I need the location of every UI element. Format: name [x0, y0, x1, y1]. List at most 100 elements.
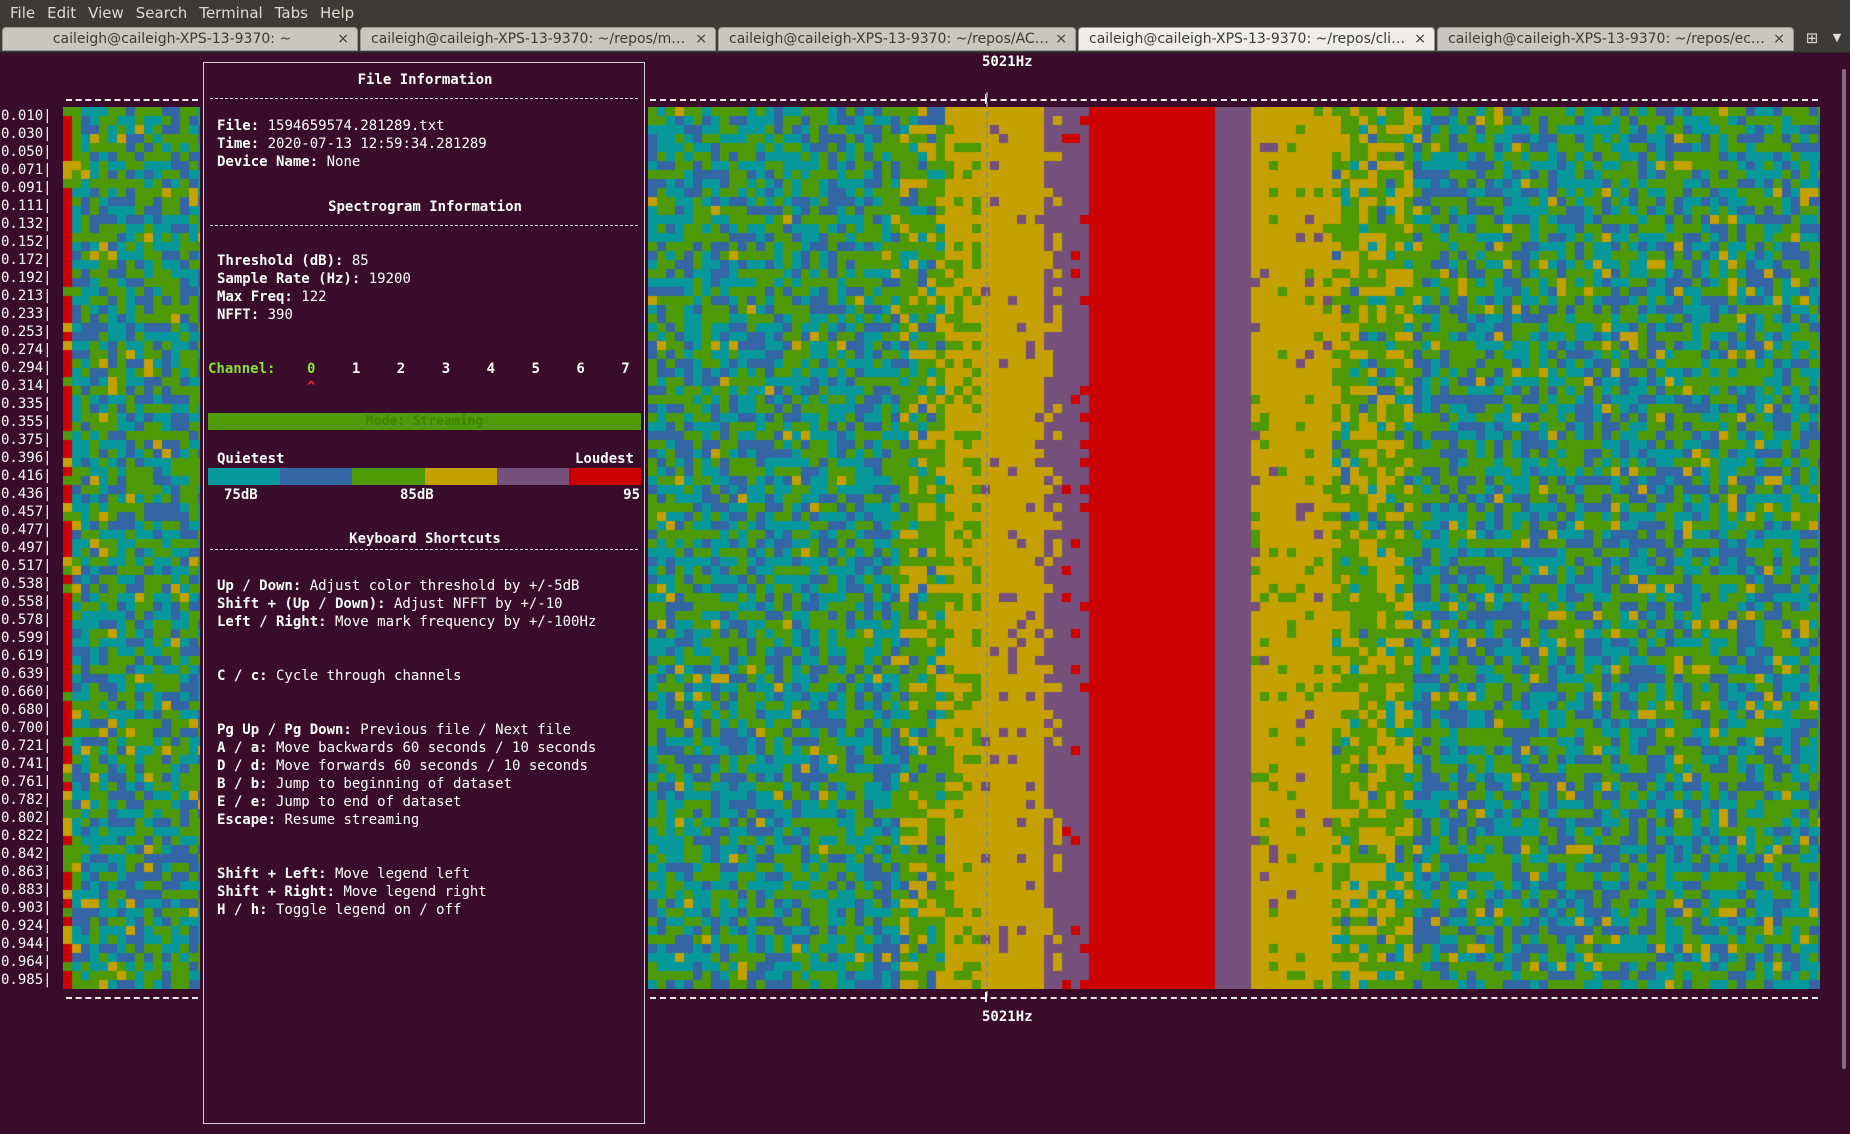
new-tab-icon[interactable]: ⊞: [1805, 29, 1819, 47]
close-icon[interactable]: ×: [695, 31, 707, 47]
menu-view[interactable]: View: [88, 3, 124, 22]
menu-help[interactable]: Help: [319, 3, 355, 22]
spectrogram-main: [648, 107, 1820, 989]
time-label: 0.274|: [1, 342, 52, 358]
time-label: 0.924|: [1, 918, 52, 934]
menu-bar: File Edit View Search Terminal Tabs Help: [0, 0, 1850, 25]
time-label: 0.172|: [1, 252, 52, 268]
close-icon[interactable]: ×: [1773, 31, 1785, 47]
shortcut-key: A / a:: [217, 740, 268, 756]
menu-file[interactable]: File: [10, 3, 36, 22]
time-label: 0.578|: [1, 612, 52, 628]
menu-search[interactable]: Search: [135, 3, 188, 22]
file-value: 1594659574.281289.txt: [259, 118, 445, 134]
time-label: 0.132|: [1, 216, 52, 232]
time-label: 0.863|: [1, 864, 52, 880]
shortcut-row: B / b: Jump to beginning of dataset: [217, 775, 512, 793]
terminal-scrollbar[interactable]: [1838, 53, 1850, 1134]
shortcut-desc: Move legend left: [326, 866, 470, 882]
time-label: 0.619|: [1, 648, 52, 664]
time-label: 0.253|: [1, 324, 52, 340]
channel-3[interactable]: 3: [441, 361, 451, 377]
time-label: 0.477|: [1, 522, 52, 538]
tab-2[interactable]: caileigh@caileigh-XPS-13-9370: ~/repos/m…: [360, 27, 716, 51]
time-label: 0.599|: [1, 630, 52, 646]
tab-3[interactable]: caileigh@caileigh-XPS-13-9370: ~/repos/A…: [718, 27, 1076, 51]
time-value: 2020-07-13 12:59:34.281289: [259, 136, 487, 152]
threshold-value: 85: [343, 253, 369, 269]
color-scale-bar: [208, 468, 642, 485]
time-label: 0.660|: [1, 684, 52, 700]
scrollbar-thumb[interactable]: [1842, 69, 1846, 1069]
menu-tabs[interactable]: Tabs: [274, 3, 308, 22]
time-label: 0.010|: [1, 108, 52, 124]
frequency-marker-line: [986, 92, 988, 997]
time-label: 0.558|: [1, 594, 52, 610]
time-axis-labels: 0.010| 0.030| 0.050| 0.071| 0.091| 0.111| 0.13…: [1, 107, 52, 989]
sample-rate-row: Sample Rate (Hz): 19200: [217, 271, 411, 287]
channel-4[interactable]: 4: [486, 361, 496, 377]
tab-5[interactable]: caileigh@caileigh-XPS-13-9370: ~/repos/e…: [1437, 27, 1794, 51]
time-label: 0.822|: [1, 828, 52, 844]
shortcut-desc: Previous file / Next file: [351, 722, 572, 738]
close-icon[interactable]: ×: [337, 31, 349, 47]
channel-5[interactable]: 5: [531, 361, 540, 377]
scale-mid-label: 85dB: [400, 487, 434, 503]
channel-1[interactable]: 1: [351, 361, 361, 377]
shortcut-key: B / b:: [217, 776, 268, 792]
tab-bar: caileigh@caileigh-XPS-13-9370: ~ × caileig…: [0, 25, 1850, 53]
shortcut-desc: Move legend right: [335, 884, 487, 900]
time-label: 0.883|: [1, 882, 52, 898]
tab-4[interactable]: caileigh@caileigh-XPS-13-9370: ~/repos/c…: [1078, 27, 1435, 51]
close-icon[interactable]: ×: [1414, 31, 1426, 47]
shortcut-desc: Toggle legend on / off: [267, 902, 462, 918]
tab-label: caileigh@caileigh-XPS-13-9370: ~/repos/c…: [1089, 31, 1408, 47]
time-label: 0.294|: [1, 360, 52, 376]
shortcut-key: Up / Down:: [217, 578, 302, 594]
nfft-value: 390: [259, 307, 293, 323]
shortcut-key: E / e:: [217, 794, 268, 810]
time-label: 0.314|: [1, 378, 52, 394]
close-icon[interactable]: ×: [1055, 31, 1067, 47]
shortcut-row: Escape: Resume streaming: [217, 811, 419, 829]
tab-menu-chevron-down-icon[interactable]: ▼: [1832, 31, 1842, 44]
loudest-label: Loudest: [574, 451, 634, 467]
menu-edit[interactable]: Edit: [47, 3, 77, 22]
shortcut-row: Shift + Left: Move legend left: [217, 865, 470, 883]
tab-1[interactable]: caileigh@caileigh-XPS-13-9370: ~ ×: [2, 27, 358, 51]
shortcut-desc: Adjust color threshold by +/-5dB: [301, 578, 580, 594]
channel-2[interactable]: 2: [396, 361, 406, 377]
legend-panel: File Information File: 1594659574.281289…: [203, 62, 645, 1124]
shortcuts-title: Keyboard Shortcuts: [349, 531, 501, 547]
time-row: Time: 2020-07-13 12:59:34.281289: [217, 136, 487, 152]
shortcut-desc: Adjust NFFT by +/-10: [385, 596, 563, 612]
channel-7[interactable]: 7: [621, 361, 630, 377]
shortcut-desc: Jump to end of dataset: [267, 794, 462, 810]
channel-label: Channel:: [208, 361, 276, 377]
scale-seg-red: [568, 468, 642, 485]
legend-rule: [210, 549, 638, 550]
shortcut-row: Pg Up / Pg Down: Previous file / Next fi…: [217, 721, 571, 739]
time-label: 0.517|: [1, 558, 52, 574]
quietest-label: Quietest: [217, 451, 285, 467]
file-info-title: File Information: [357, 72, 493, 88]
time-label: 0.436|: [1, 486, 52, 502]
shortcut-desc: Move backwards 60 seconds / 10 seconds: [267, 740, 597, 756]
max-freq-value: 122: [292, 289, 327, 305]
shortcut-desc: Move mark frequency by +/-100Hz: [326, 614, 597, 630]
shortcut-desc: Resume streaming: [276, 812, 420, 828]
marker-tick-bottom: [985, 992, 987, 1002]
top-rule-right: [650, 99, 1818, 101]
time-label: 0.842|: [1, 846, 52, 862]
shortcut-desc: Move forwards 60 seconds / 10 seconds: [267, 758, 588, 774]
spectrogram-info-title: Spectrogram Information: [328, 199, 522, 215]
shortcut-key: Shift + (Up / Down):: [217, 596, 386, 612]
channel-0[interactable]: 0: [307, 361, 316, 377]
device-row: Device Name: None: [217, 154, 361, 170]
channel-6[interactable]: 6: [576, 361, 585, 377]
marker-frequency-bottom: 5021Hz: [982, 1009, 1033, 1025]
scale-seg-green: [352, 468, 425, 485]
menu-terminal[interactable]: Terminal: [199, 3, 263, 22]
time-label: 0.782|: [1, 792, 52, 808]
time-label: 0.375|: [1, 432, 52, 448]
